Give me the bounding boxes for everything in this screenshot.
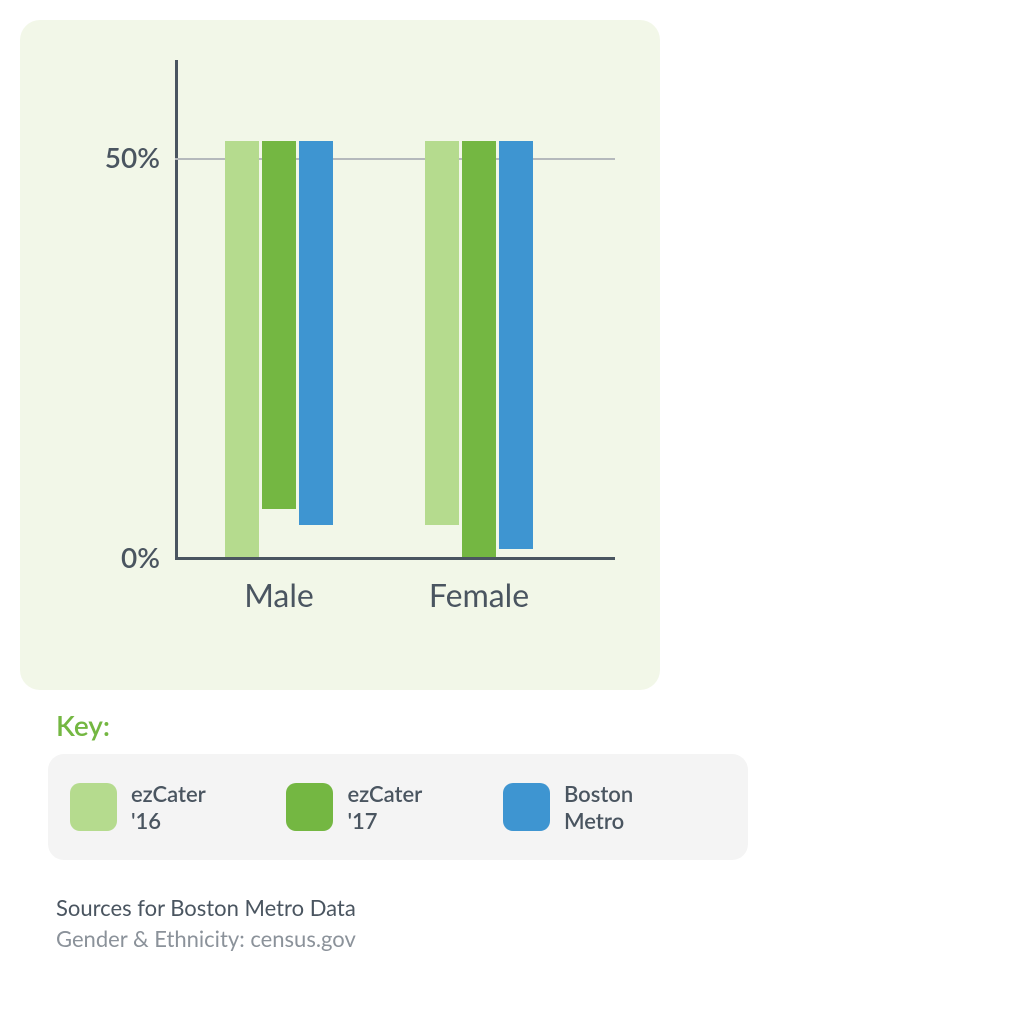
legend-label: ezCater '16 [131,780,239,834]
legend-card: ezCater '16 ezCater '17 Boston Metro [48,754,748,860]
x-tick-label: Male [244,575,314,614]
y-axis [175,60,178,560]
legend-swatch [70,783,117,831]
x-tick-label: Female [429,575,529,614]
legend-item: ezCater '16 [70,780,268,834]
sources-line: Gender & Ethnicity: census.gov [56,925,1004,952]
y-tick-label: 50% [105,140,160,174]
bar [425,141,459,525]
legend-item: ezCater '17 [286,780,484,834]
chart-plot-area: 0%50% MaleFemale [175,80,615,560]
legend-title: Key: [56,708,1004,742]
bar-group [425,141,533,557]
legend-label: Boston Metro [564,780,696,834]
bar-group [225,141,333,557]
y-tick-label: 0% [121,540,160,574]
legend-item: Boston Metro [503,780,726,834]
bar [499,141,533,549]
x-axis [175,557,615,560]
sources-title: Sources for Boston Metro Data [56,894,1004,921]
bar [462,141,496,557]
bar [262,141,296,509]
bar [299,141,333,525]
legend-label: ezCater '17 [347,780,455,834]
legend-swatch [286,783,333,831]
bar [225,141,259,557]
sources-block: Sources for Boston Metro Data Gender & E… [56,894,1004,952]
legend-swatch [503,783,550,831]
chart-card: 0% 50% Male Female [20,20,660,690]
